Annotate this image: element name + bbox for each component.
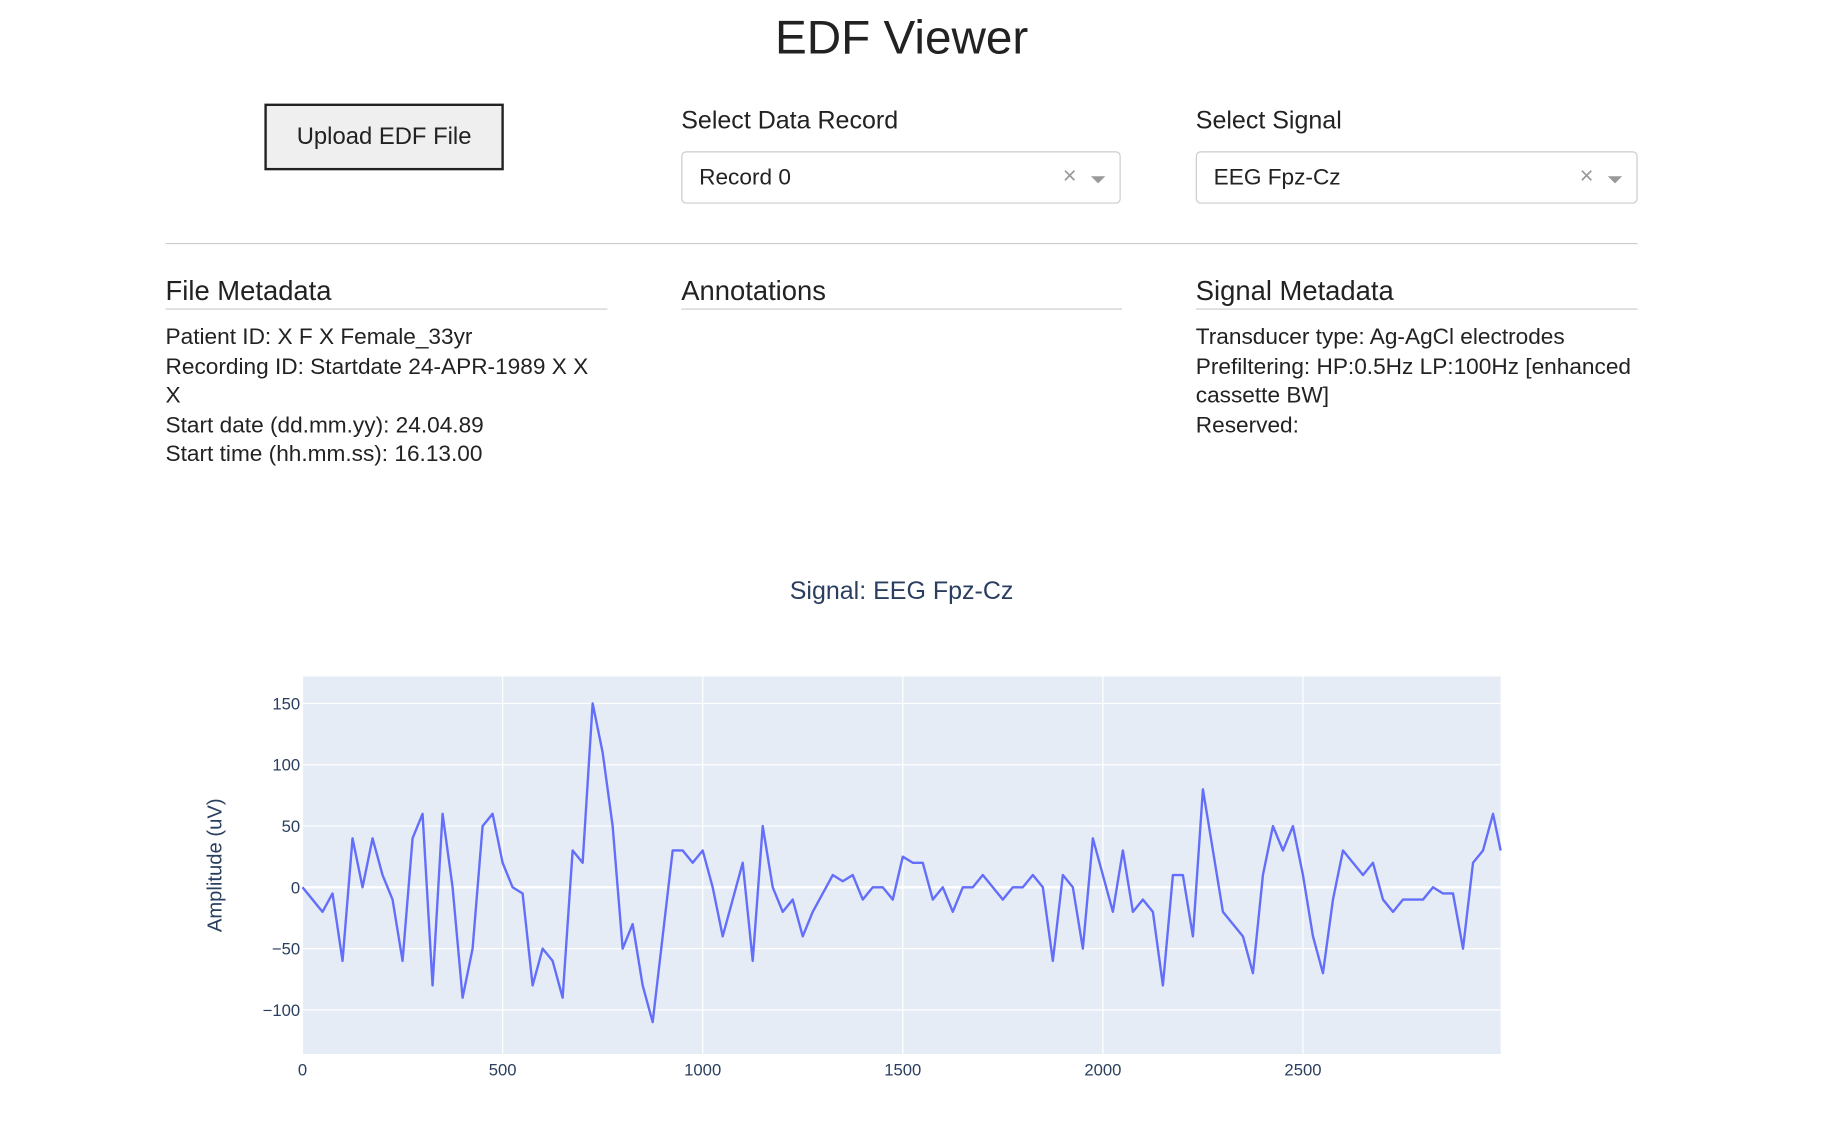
metadata-lines: Patient ID: X F X Female_33yr Recording I… <box>166 324 608 470</box>
divider <box>165 242 1638 245</box>
y-tick-label: −50 <box>272 940 300 959</box>
clear-icon[interactable]: × <box>1579 163 1594 190</box>
file-metadata: File Metadata Patient ID: X F X Female_3… <box>165 274 608 470</box>
upload-button[interactable]: Upload EDF File <box>264 103 504 171</box>
metadata-lines: Transducer type: Ag-AgCl electrodes Prefi… <box>1196 324 1638 441</box>
signal-label: Select Signal <box>1195 107 1342 135</box>
record-value: Record 0 <box>699 165 791 191</box>
section-title: Annotations <box>681 274 1122 310</box>
x-tick-label: 2000 <box>1084 1060 1121 1079</box>
metadata-line: Reserved: <box>1195 412 1299 438</box>
metadata-line: Prefiltering: HP:0.5Hz LP:100Hz [enhance… <box>1195 354 1631 409</box>
metadata-line: Start time (hh.mm.ss): 16.13.00 <box>165 441 483 467</box>
record-label: Select Data Record <box>681 107 899 135</box>
y-axis-label: Amplitude (uV) <box>205 798 227 932</box>
metadata-line: Recording ID: Startdate 24-APR-1989 X X … <box>165 354 589 409</box>
section-title: File Metadata <box>165 274 608 310</box>
x-tick-label: 2500 <box>1284 1060 1321 1079</box>
clear-icon[interactable]: × <box>1062 163 1077 190</box>
signal-line <box>301 702 1502 1024</box>
section-title: Signal Metadata <box>1195 274 1638 310</box>
app-title: EDF Viewer <box>774 11 1029 65</box>
metadata-line: Start date (dd.mm.yy): 24.04.89 <box>165 412 484 438</box>
signal-dropdown[interactable]: EEG Fpz-Cz × <box>1195 151 1638 204</box>
x-tick-label: 1500 <box>884 1060 921 1079</box>
record-dropdown[interactable]: Record 0 × <box>681 151 1121 204</box>
x-tick-label: 0 <box>298 1060 307 1079</box>
y-tick-label: 0 <box>291 878 300 897</box>
metadata-line: Transducer type: Ag-AgCl electrodes <box>1195 325 1565 351</box>
x-tick-label: 500 <box>489 1060 517 1079</box>
y-tick-label: 150 <box>272 694 300 713</box>
caret-icon[interactable] <box>1607 176 1623 184</box>
y-tick-label: 50 <box>282 817 301 836</box>
y-tick-label: −100 <box>263 1001 301 1020</box>
x-tick-label: 1000 <box>684 1060 721 1079</box>
signal-metadata: Signal Metadata Transducer type: Ag-AgCl… <box>1195 274 1638 441</box>
annotations: Annotations <box>681 274 1122 324</box>
y-tick-label: 100 <box>272 756 300 775</box>
chart: Signal: EEG Fpz-Cz0 500 1000 1500 2000 2500−1… <box>205 577 1502 1079</box>
caret-icon[interactable] <box>1090 176 1106 184</box>
chart-title: Signal: EEG Fpz-Cz <box>790 577 1014 605</box>
metadata-line: Patient ID: X F X Female_33yr <box>165 325 473 351</box>
signal-value: EEG Fpz-Cz <box>1213 165 1341 191</box>
